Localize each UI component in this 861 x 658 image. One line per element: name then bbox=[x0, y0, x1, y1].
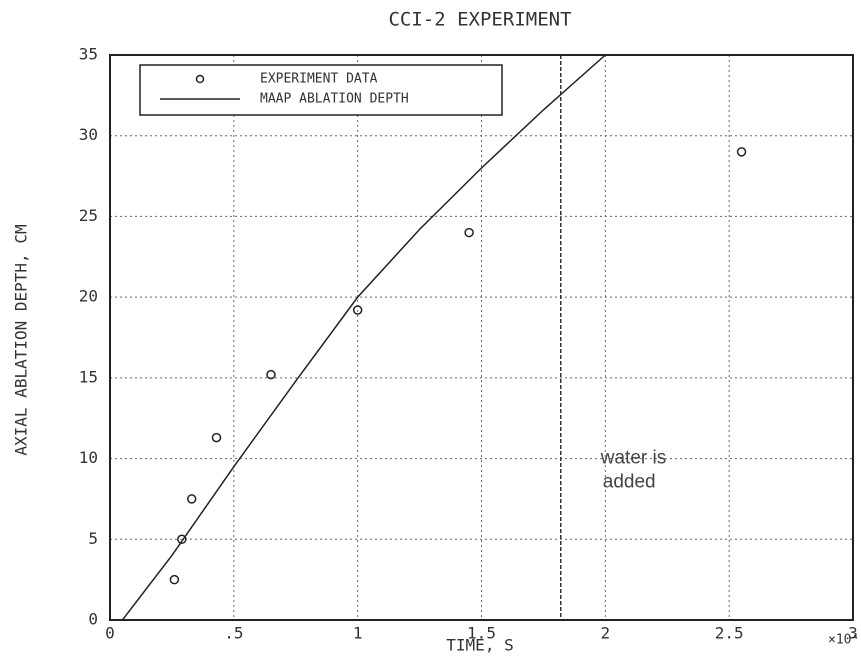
data-point bbox=[464, 227, 474, 238]
x-tick-label: 0 bbox=[105, 624, 115, 643]
y-tick-label: 15 bbox=[79, 367, 98, 386]
plot-frame bbox=[109, 54, 854, 621]
data-point bbox=[736, 147, 747, 157]
y-tick-label: 0 bbox=[88, 610, 98, 629]
legend-marker bbox=[195, 74, 205, 84]
data-point bbox=[352, 305, 363, 315]
data-point bbox=[186, 494, 197, 504]
data-point bbox=[211, 432, 222, 443]
y-tick-label: 25 bbox=[79, 206, 98, 225]
x-tick-label: .5 bbox=[224, 624, 243, 643]
legend-label: MAAP ABLATION DEPTH bbox=[260, 92, 409, 107]
x-tick-label: 3 bbox=[848, 624, 858, 643]
data-line bbox=[121, 54, 606, 621]
y-tick-label: 20 bbox=[79, 287, 98, 306]
x-tick-label: 2 bbox=[601, 624, 611, 643]
legend-label: EXPERIMENT DATA bbox=[260, 72, 378, 87]
data-point bbox=[177, 534, 187, 545]
y-tick-label: 35 bbox=[79, 45, 98, 64]
data-point bbox=[169, 574, 180, 585]
data-point bbox=[266, 369, 276, 380]
legend-box bbox=[139, 64, 503, 116]
y-tick-label: 30 bbox=[79, 125, 98, 144]
x-tick-label: 2.5 bbox=[715, 624, 744, 643]
annotation-text: water is added bbox=[600, 448, 666, 493]
x-multiplier: ×10⁴ bbox=[828, 633, 859, 648]
y-axis-label: AXIAL ABLATION DEPTH, CM bbox=[12, 224, 31, 455]
y-tick-label: 10 bbox=[79, 448, 98, 467]
x-tick-label: 1 bbox=[353, 624, 363, 643]
chart-title: CCI-2 EXPERIMENT bbox=[388, 9, 571, 31]
x-tick-label: 1.5 bbox=[467, 624, 496, 643]
x-axis-label: TIME, S bbox=[446, 636, 513, 655]
y-tick-label: 5 bbox=[88, 529, 98, 548]
